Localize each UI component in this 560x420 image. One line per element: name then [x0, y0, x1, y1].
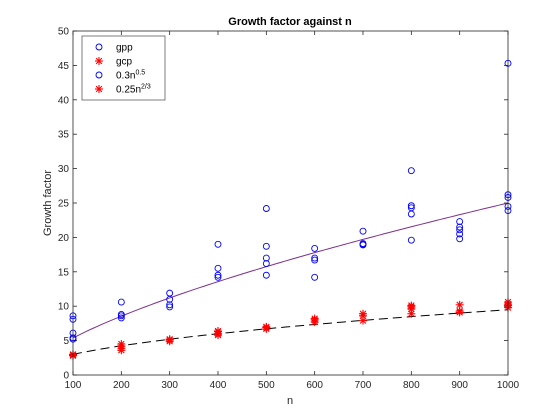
data-point-gpp — [117, 298, 125, 306]
data-point-gpp — [359, 227, 367, 235]
data-point-gpp — [456, 226, 464, 234]
data-point-gcp — [165, 335, 174, 344]
y-axis-label: Growth factor — [42, 170, 54, 236]
x-tick-label: 600 — [306, 380, 323, 391]
data-point-gpp — [262, 271, 270, 279]
data-point-gpp — [407, 167, 415, 175]
data-point-gpp — [214, 273, 222, 281]
data-point-gpp — [262, 242, 270, 250]
y-tick-label: 15 — [58, 267, 70, 278]
chart-title: Growth factor against n — [228, 16, 352, 28]
data-point-gcp — [262, 322, 271, 331]
series-line-3 — [72, 202, 509, 339]
legend-label: gcp — [116, 57, 133, 68]
data-point-gcp — [455, 300, 464, 309]
data-point-gpp — [311, 273, 319, 281]
data-point-gpp — [166, 301, 174, 309]
y-tick-label: 25 — [58, 199, 70, 210]
fit-line-layer — [72, 202, 509, 355]
y-tick-label: 0 — [63, 371, 69, 382]
legend-marker-asterisk — [95, 57, 103, 65]
data-point-gcp — [407, 301, 416, 310]
data-point-gpp — [117, 314, 125, 322]
data-point-gpp — [407, 202, 415, 210]
x-axis-label: n — [287, 395, 293, 407]
data-point-gpp — [311, 254, 319, 262]
y-tick-label: 20 — [58, 233, 70, 244]
legend-marker-circle — [95, 43, 103, 51]
x-tick-label: 300 — [161, 380, 178, 391]
data-point-gpp — [117, 311, 125, 318]
data-point-gpp — [262, 254, 270, 262]
data-point-gpp — [407, 204, 415, 212]
data-point-gpp — [166, 289, 174, 297]
data-point-gcp — [359, 309, 367, 318]
data-point-gcp — [310, 314, 319, 323]
x-tick-label: 200 — [113, 380, 130, 391]
data-point-gpp — [456, 235, 464, 243]
data-point-gpp — [166, 303, 174, 311]
data-point-gpp — [311, 244, 319, 252]
data-point-gpp — [456, 223, 464, 231]
y-tick-label: 35 — [58, 130, 70, 141]
legend-label: 0.25n2/3 — [116, 84, 151, 96]
data-point-gpp — [262, 205, 270, 212]
data-point-gpp — [456, 230, 464, 238]
x-tick-label: 400 — [210, 380, 227, 391]
x-tick-label: 1000 — [497, 380, 520, 391]
data-point-gpp — [456, 218, 464, 226]
legend-label: 0.3n0.5 — [116, 70, 145, 82]
legend-label: gpp — [116, 43, 133, 54]
y-tick-label: 40 — [58, 95, 70, 106]
legend-marker-asterisk — [95, 85, 103, 93]
y-tick-label: 30 — [58, 164, 70, 175]
x-tick-label: 100 — [65, 380, 82, 391]
data-point-gcp — [117, 340, 126, 349]
x-tick-label: 500 — [258, 380, 275, 391]
legend-marker-circle — [95, 71, 103, 79]
x-tick-label: 800 — [403, 380, 420, 391]
y-tick-label: 45 — [58, 61, 70, 72]
data-point-gpp — [214, 264, 222, 272]
data-point-gcp — [359, 316, 367, 325]
axes-box — [72, 30, 509, 376]
x-tick-label: 700 — [355, 380, 372, 391]
tick-layer: 100 200 300 400 500 600 700 800 900 1000 0 5 10 15 20 2… — [58, 27, 520, 392]
data-point-gpp — [262, 260, 270, 267]
y-tick-label: 5 — [63, 336, 69, 347]
y-tick-label: 10 — [58, 302, 70, 313]
data-point-gpp — [214, 240, 222, 248]
data-point-gpp — [407, 236, 415, 244]
y-tick-label: 50 — [58, 27, 70, 38]
data-point-gcp — [214, 326, 222, 335]
legend: gpp gcp 0.3n0.5 0.25n2/3 — [81, 35, 166, 101]
x-tick-label: 900 — [451, 380, 468, 391]
data-point-gpp — [359, 240, 367, 248]
data-point-gpp — [214, 271, 222, 279]
data-point-gpp — [311, 256, 319, 264]
series-line-2 — [72, 309, 509, 355]
